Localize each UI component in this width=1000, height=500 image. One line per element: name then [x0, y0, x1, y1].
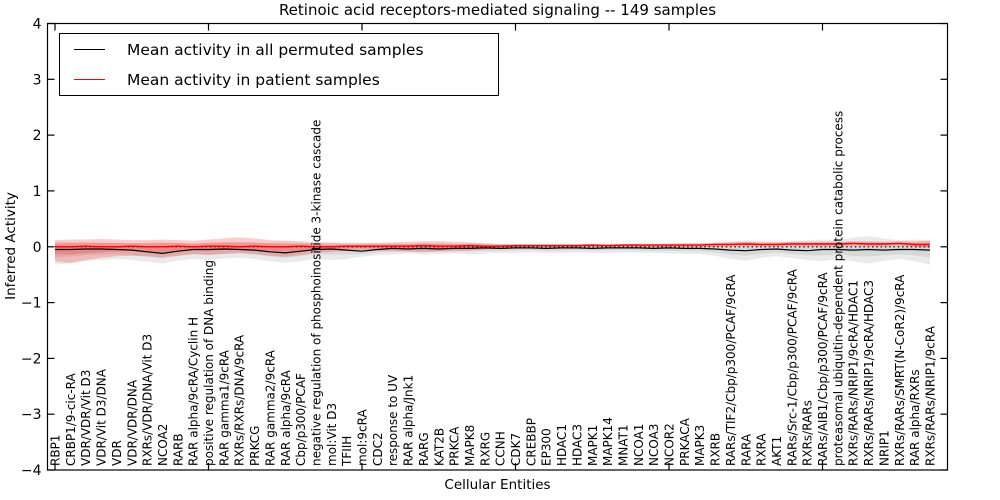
x-category-label: CRBP1/9-cic-RA: [64, 372, 78, 466]
x-category-label: HDAC3: [570, 424, 584, 466]
permuted-mean-line: [55, 247, 931, 255]
x-category-label: RARB: [171, 433, 185, 466]
x-category-label: NCOA2: [156, 424, 170, 466]
x-category-label: EP300: [540, 428, 554, 466]
y-tick-label: −3: [21, 407, 42, 423]
x-category-label: mol:Vit D3: [325, 403, 339, 466]
x-category-label: MAPK1: [586, 425, 600, 466]
legend-entry-permuted: Mean activity in all permuted samples: [60, 37, 498, 63]
permuted-band-outer: [55, 236, 930, 265]
y-tick-label: 4: [33, 17, 42, 33]
x-category-label: MNAT1: [617, 424, 631, 466]
x-category-label: CREBBP: [524, 418, 538, 466]
legend-entry-patient: Mean activity in patient samples: [60, 67, 498, 93]
chart-title: Retinoic acid receptors-mediated signali…: [278, 1, 717, 19]
y-axis-label: Inferred Activity: [3, 192, 19, 300]
x-category-label: RXRA: [755, 433, 769, 466]
x-category-label: RARs/AIB1/Cbp/p300/PCAF/9cRA: [816, 272, 830, 466]
x-category-label: RARs/Src-1/Cbp/p300/PCAF/9cRA: [785, 268, 799, 466]
x-category-label: RXRs/VDR/DNA/Vit D3: [141, 334, 155, 466]
y-tick-label: 3: [33, 72, 42, 88]
x-category-label: negative regulation of phosphoinositide …: [310, 120, 324, 466]
x-category-label: MAPK3: [693, 425, 707, 466]
x-category-label: VDR: [110, 440, 124, 466]
x-category-label: RARs/TIF2/Cbp/p300/PCAF/9cRA: [724, 274, 738, 466]
y-tick-label: 2: [33, 128, 42, 144]
x-category-label: CDK7: [509, 433, 523, 466]
patient-mean-line: [55, 242, 930, 248]
x-category-label: VDR/VDR/Vit D3: [79, 370, 93, 466]
y-tick-label: 1: [33, 184, 42, 200]
patient-band-outer: [55, 237, 930, 263]
mean-lines: [55, 242, 931, 255]
x-category-label: RXRs/RXRs/DNA/9cRA: [233, 334, 247, 466]
x-category-label: Cbp/p300/PCAF: [294, 373, 308, 466]
x-category-label: RXRs/RARs/NRIP1/9cRA/HDAC1: [847, 280, 861, 466]
x-category-label: CCNH: [494, 431, 508, 466]
x-category-label: RAR alpha/9cRA: [279, 369, 293, 466]
y-tick-labels: 4 3 2 1 0 −1 −2 −3 −4: [21, 17, 42, 480]
x-category-label: PRKCG: [248, 426, 262, 466]
x-category-label: RAR gamma2/9cRA: [263, 349, 277, 466]
legend-label-patient: Mean activity in patient samples: [127, 70, 380, 89]
x-category-label: proteasomal ubiquitin-dependent protein …: [831, 111, 845, 466]
x-category-label: VDR/Vit D3/DNA: [95, 368, 109, 466]
x-category-label: RAR alpha/Jnk1: [402, 375, 416, 466]
x-category-label: RAR alpha/9cRA/Cyclin H: [187, 317, 201, 466]
x-category-label: RXRG: [478, 432, 492, 466]
x-category-label: positive regulation of DNA binding: [202, 260, 216, 466]
permuted-line-sample: [74, 49, 105, 50]
x-category-label: RXRs/RARs: [801, 400, 815, 466]
x-category-label: RAR alpha/RXRs: [908, 369, 922, 466]
x-category-label: RXRs/RARs/SMRT(N-CoR2)/9cRA: [893, 274, 907, 466]
patient-line-sample: [74, 79, 105, 80]
legend-box: Mean activity in all permuted samples Me…: [59, 33, 499, 96]
x-category-label: NCOA1: [632, 424, 646, 466]
x-axis-label: Cellular Entities: [444, 477, 551, 493]
x-category-label: TFIIH: [340, 436, 354, 467]
y-tick-label: −1: [21, 296, 42, 312]
y-tick-label: −2: [21, 351, 42, 367]
x-category-label: PRKCA: [448, 426, 462, 466]
x-category-label: PRKACA: [678, 417, 692, 466]
x-category-label: response to UV: [386, 374, 400, 466]
x-category-label: AKT1: [770, 436, 784, 466]
x-category-label: VDR/VDR/DNA: [125, 379, 139, 466]
x-category-label: MAPK14: [601, 417, 615, 466]
x-category-label: HDAC1: [555, 424, 569, 466]
x-category-label: NRIP1: [877, 430, 891, 466]
x-category-label: RAR gamma1/9cRA: [217, 349, 231, 466]
x-category-label: CDC2: [371, 432, 385, 466]
x-category-label: RARG: [417, 432, 431, 466]
permuted-band-inner: [55, 242, 930, 259]
x-category-label: RXRs/RARs/NRIP1/9cRA/HDAC3: [862, 280, 876, 466]
x-category-label: KAT2B: [432, 428, 446, 466]
x-category-label: RXRs/RARs/NRIP1/9cRA: [924, 325, 938, 466]
legend-label-permuted: Mean activity in all permuted samples: [127, 40, 424, 59]
y-tick-label: −4: [21, 463, 42, 479]
x-category-label: MAPK8: [463, 425, 477, 466]
axes-frame: [46, 22, 949, 471]
x-category-label: RBP1: [49, 435, 63, 466]
y-tick-label: 0: [33, 240, 42, 256]
x-category-labels: RBP1 CRBP1/9-cic-RA VDR/VDR/Vit D3 VDR/Vit …: [49, 111, 938, 467]
x-category-label: NCOA3: [647, 424, 661, 466]
x-category-label: RARA: [739, 433, 753, 466]
x-category-label: NCOR2: [663, 423, 677, 466]
x-category-label: RXRB: [709, 433, 723, 466]
x-category-label: mol:9cRA: [356, 409, 370, 466]
